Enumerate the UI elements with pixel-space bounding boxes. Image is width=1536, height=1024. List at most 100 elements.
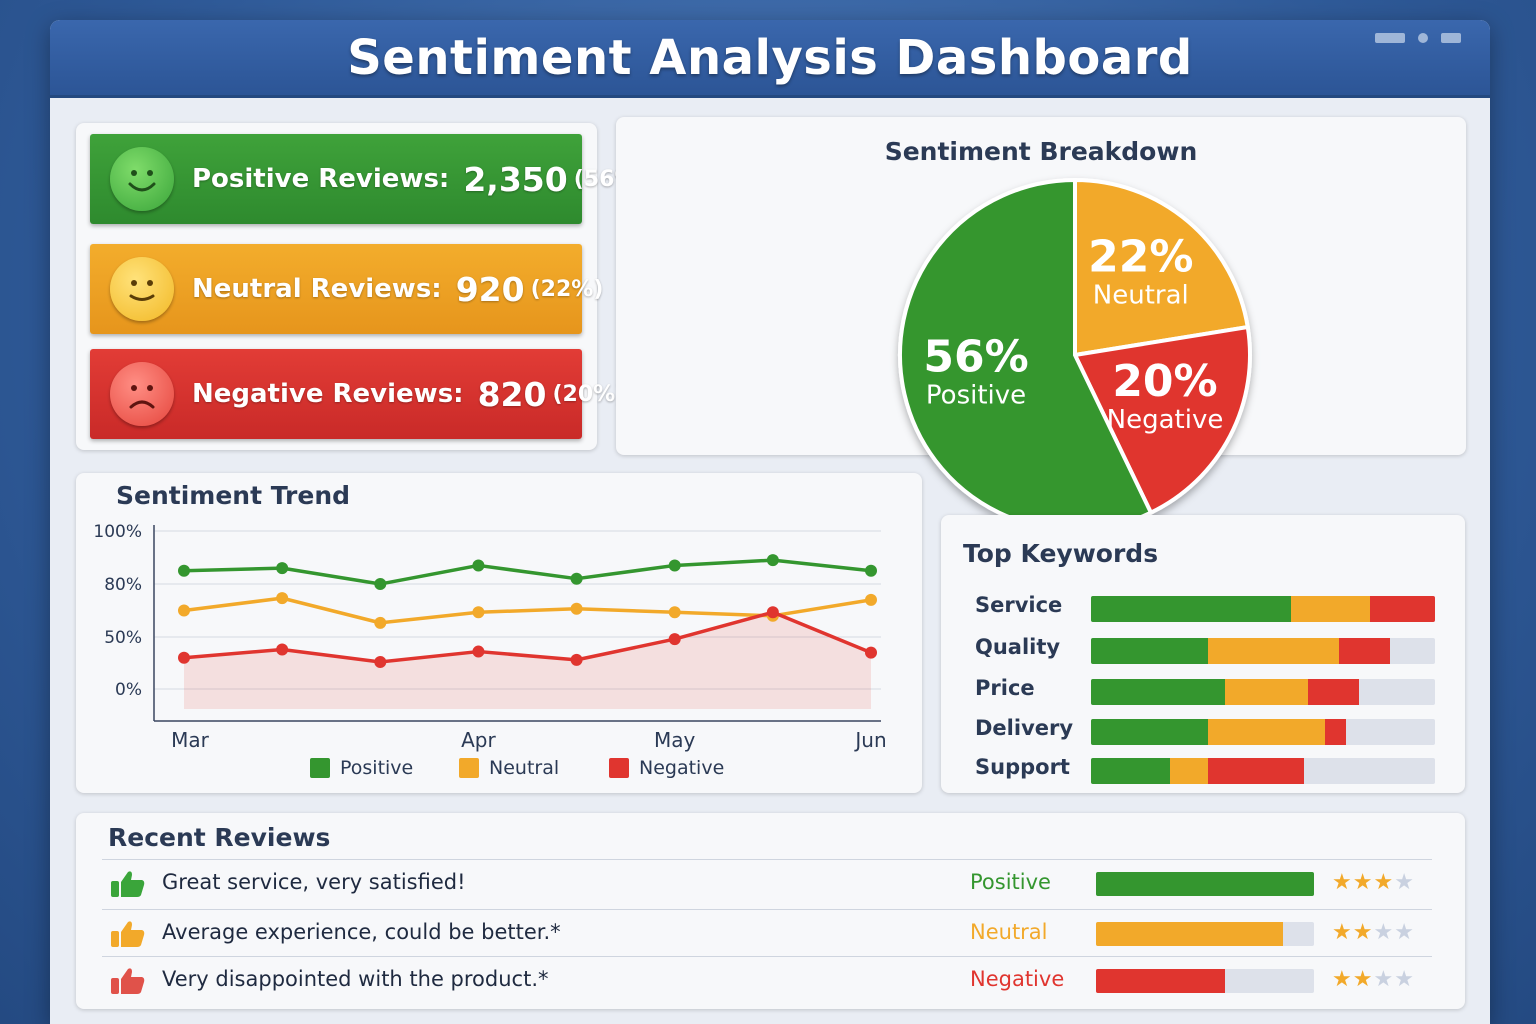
- stat-value: 820: [477, 374, 547, 414]
- neutral-point: [472, 606, 485, 619]
- keyword-label: Quality: [975, 635, 1061, 659]
- stat-label: Negative Reviews:: [192, 379, 464, 409]
- keyword-bar-positive: [1091, 638, 1208, 664]
- dashboard-window: Sentiment Analysis Dashboard Positive Re…: [50, 20, 1490, 1024]
- neutral-point: [374, 616, 387, 629]
- keyword-row: Support: [941, 755, 1465, 784]
- negative-stat-card: Negative Reviews: 820 (20%): [90, 349, 625, 439]
- y-tick-label: 50%: [104, 628, 142, 648]
- neutral-point: [178, 604, 190, 617]
- pie-percent-label: 22%: [1088, 232, 1193, 283]
- keyword-bar-negative: [1307, 679, 1360, 705]
- keyword-bar-positive: [1091, 719, 1208, 745]
- pie-category-label: Neutral: [1093, 281, 1189, 311]
- negative-area: [184, 612, 871, 709]
- review-row[interactable]: Very disappointed with the product.* Nega…: [102, 956, 1432, 1004]
- pie-percent-label: 56%: [923, 332, 1028, 383]
- keywords-panel: Top Keywords Service Quality Price Delivery…: [941, 515, 1465, 793]
- star-empty-icon: ★: [1373, 967, 1395, 992]
- pie-category-label: Positive: [926, 381, 1026, 411]
- review-sentiment: Neutral: [970, 920, 1048, 944]
- review-sentiment: Positive: [970, 870, 1051, 894]
- review-text: Very disappointed with the product.*: [162, 967, 549, 991]
- positive-point: [374, 578, 387, 590]
- sad-face-icon: [110, 362, 174, 426]
- positive-point: [178, 564, 190, 577]
- keyword-label: Price: [975, 676, 1035, 700]
- stat-label: Positive Reviews:: [192, 164, 450, 194]
- recent-reviews-title: Recent Reviews: [108, 823, 331, 852]
- review-score-bar: [1096, 922, 1314, 946]
- x-tick-label: Jun: [853, 728, 886, 752]
- pie-percent-label: 20%: [1112, 356, 1217, 407]
- keyword-bar: [1091, 596, 1435, 622]
- star-filled-icon: ★: [1352, 920, 1374, 945]
- thumbs-up-icon: [110, 869, 146, 903]
- keyword-row: Price: [941, 676, 1465, 705]
- breakdown-title: Sentiment Breakdown: [884, 137, 1198, 166]
- negative-point: [178, 651, 190, 664]
- keyword-label: Support: [975, 755, 1070, 779]
- sentiment-pie-chart: 56%Positive 22%Neutral 20%Negative: [898, 177, 1252, 532]
- keyword-bar-negative: [1324, 719, 1346, 745]
- neutral-point: [276, 592, 289, 605]
- keyword-bar: [1091, 758, 1435, 784]
- recent-reviews-panel: Recent Reviews Great service, very satis…: [76, 813, 1465, 1009]
- y-tick-label: 100%: [93, 522, 142, 542]
- keyword-bar-neutral: [1207, 638, 1339, 664]
- negative-point: [570, 653, 583, 666]
- legend-label: Positive: [340, 757, 414, 779]
- star-empty-icon: ★: [1394, 920, 1415, 945]
- keywords-title: Top Keywords: [963, 539, 1159, 568]
- neutral-point: [668, 606, 681, 619]
- keyword-bar: [1091, 638, 1435, 664]
- star-filled-icon: ★: [1332, 870, 1353, 895]
- keyword-bar-neutral: [1225, 679, 1308, 705]
- review-text: Great service, very satisfied!: [162, 870, 466, 894]
- trend-panel: Sentiment Trend 100% 80% 50% 0% Mar Apr May Jun…: [76, 473, 922, 793]
- legend-label: Negative: [639, 757, 725, 779]
- keyword-row: Quality: [941, 635, 1465, 664]
- keyword-bar-positive: [1091, 758, 1171, 784]
- positive-point: [668, 559, 681, 572]
- negative-point: [374, 655, 387, 668]
- star-empty-icon: ★: [1394, 870, 1415, 895]
- keyword-bar: [1091, 679, 1435, 705]
- legend-swatch: [459, 758, 479, 778]
- page-title: Sentiment Analysis Dashboard: [347, 30, 1193, 86]
- rating-stars: ★★★★: [1332, 870, 1415, 895]
- sentiment-trend-chart: 100% 80% 50% 0% Mar Apr May Jun: [93, 522, 886, 752]
- neutral-point: [865, 593, 877, 606]
- pie-category-label: Negative: [1107, 405, 1224, 435]
- star-filled-icon: ★: [1352, 967, 1374, 992]
- positive-point: [766, 554, 779, 567]
- neutral-stat-card: Neutral Reviews: 920 (22%): [90, 244, 603, 334]
- review-sentiment: Negative: [970, 967, 1065, 991]
- legend-swatch: [310, 758, 330, 778]
- keyword-bar-negative: [1369, 596, 1435, 622]
- maximize-button[interactable]: [1418, 33, 1428, 43]
- positive-series-line: [183, 558, 872, 586]
- keyword-bar-neutral: [1170, 758, 1208, 784]
- title-bar: Sentiment Analysis Dashboard: [50, 20, 1490, 98]
- close-button[interactable]: [1441, 33, 1461, 43]
- x-tick-label: May: [654, 728, 696, 752]
- stats-panel: Positive Reviews: 2,350 (56%) Neutral Re…: [76, 123, 647, 450]
- review-row[interactable]: Average experience, could be better.* Neu…: [102, 909, 1432, 957]
- positive-stat-card: Positive Reviews: 2,350 (56%): [90, 134, 647, 224]
- negative-point: [766, 606, 779, 619]
- legend-swatch: [609, 758, 629, 778]
- keyword-row: Delivery: [941, 716, 1465, 745]
- positive-point: [865, 564, 877, 577]
- negative-point: [865, 646, 877, 659]
- keyword-bar-negative: [1207, 758, 1305, 784]
- review-score-fill: [1096, 969, 1225, 993]
- rating-stars: ★★★★: [1332, 967, 1415, 992]
- positive-point: [570, 572, 583, 585]
- x-tick-label: Apr: [461, 728, 496, 752]
- review-row[interactable]: Great service, very satisfied! Positive ★ ★…: [102, 859, 1432, 907]
- keyword-bar-neutral: [1207, 719, 1325, 745]
- happy-face-icon: [110, 147, 174, 211]
- minimize-button[interactable]: [1375, 33, 1405, 43]
- legend-positive: Positive: [310, 757, 413, 779]
